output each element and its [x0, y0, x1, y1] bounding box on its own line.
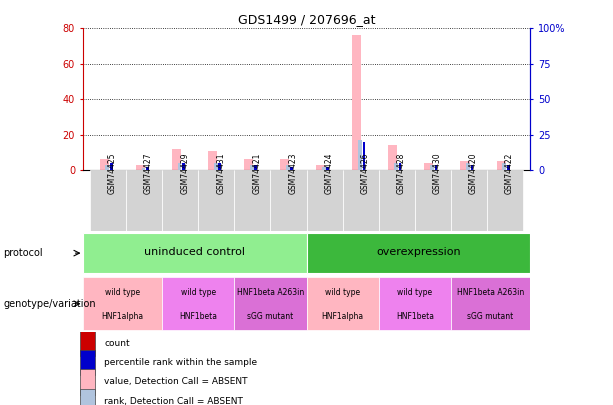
Bar — [358, 140, 362, 170]
Text: GSM74425: GSM74425 — [108, 152, 117, 194]
Text: HNF1beta: HNF1beta — [179, 312, 217, 321]
Text: rank, Detection Call = ABSENT: rank, Detection Call = ABSENT — [104, 397, 243, 405]
Bar — [162, 170, 198, 231]
Bar — [99, 160, 109, 170]
Bar — [110, 163, 113, 170]
Bar — [178, 163, 181, 170]
Bar — [90, 170, 126, 231]
Bar — [352, 35, 361, 170]
Bar — [198, 170, 234, 231]
Text: GSM74430: GSM74430 — [433, 152, 442, 194]
Bar — [394, 163, 398, 170]
Text: HNF1beta A263in: HNF1beta A263in — [237, 288, 304, 297]
Bar — [430, 165, 434, 170]
Bar — [214, 163, 218, 170]
Text: GSM74429: GSM74429 — [180, 152, 189, 194]
Bar — [497, 161, 506, 170]
Text: HNF1beta: HNF1beta — [396, 312, 434, 321]
Bar — [80, 369, 95, 394]
Bar — [306, 277, 379, 330]
Bar — [466, 163, 470, 170]
Bar — [80, 330, 95, 356]
Text: GSM74423: GSM74423 — [289, 152, 297, 194]
Text: count: count — [104, 339, 130, 347]
Bar — [80, 350, 95, 375]
Text: sGG mutant: sGG mutant — [247, 312, 294, 321]
Bar — [388, 145, 397, 170]
Text: wild type: wild type — [105, 288, 140, 297]
Bar — [471, 165, 473, 170]
Bar — [234, 170, 270, 231]
Bar — [142, 168, 145, 170]
Bar — [306, 233, 530, 273]
Text: GSM74422: GSM74422 — [505, 152, 514, 194]
Bar — [162, 277, 234, 330]
Bar — [218, 163, 221, 170]
Bar — [208, 151, 217, 170]
Bar — [83, 277, 162, 330]
Bar — [172, 149, 181, 170]
Text: percentile rank within the sample: percentile rank within the sample — [104, 358, 257, 367]
Bar — [306, 170, 343, 231]
Text: overexpression: overexpression — [376, 247, 461, 257]
Bar — [182, 163, 185, 170]
Bar — [503, 163, 506, 170]
Text: GSM74424: GSM74424 — [324, 152, 333, 194]
Bar — [435, 165, 437, 170]
Text: HNF1alpha: HNF1alpha — [101, 312, 143, 321]
Bar — [254, 165, 257, 170]
Bar — [424, 163, 433, 170]
Bar — [379, 170, 415, 231]
Text: GSM74420: GSM74420 — [469, 152, 478, 194]
Bar — [270, 170, 306, 231]
Bar — [135, 165, 145, 170]
Bar — [316, 165, 325, 170]
Text: genotype/variation: genotype/variation — [3, 299, 96, 309]
Text: GSM74431: GSM74431 — [216, 152, 226, 194]
Text: wild type: wild type — [397, 288, 432, 297]
Bar — [105, 165, 109, 170]
Bar — [322, 166, 326, 170]
Text: GSM74428: GSM74428 — [397, 152, 406, 194]
Bar — [379, 277, 451, 330]
Bar — [244, 160, 253, 170]
Title: GDS1499 / 207696_at: GDS1499 / 207696_at — [238, 13, 375, 26]
Text: GSM74421: GSM74421 — [253, 152, 261, 194]
Text: HNF1beta A263in: HNF1beta A263in — [457, 288, 524, 297]
Bar — [327, 166, 329, 170]
Bar — [80, 389, 95, 405]
Bar — [507, 165, 509, 170]
Bar — [83, 233, 306, 273]
Bar — [460, 161, 470, 170]
Text: value, Detection Call = ABSENT: value, Detection Call = ABSENT — [104, 377, 248, 386]
Bar — [126, 170, 162, 231]
Bar — [234, 277, 306, 330]
Text: HNF1alpha: HNF1alpha — [322, 312, 364, 321]
Text: uninduced control: uninduced control — [144, 247, 245, 257]
Bar — [249, 165, 254, 170]
Bar — [415, 170, 451, 231]
Bar — [362, 142, 365, 170]
Bar — [291, 166, 293, 170]
Text: wild type: wild type — [325, 288, 360, 297]
Text: sGG mutant: sGG mutant — [468, 312, 514, 321]
Text: GSM74427: GSM74427 — [144, 152, 153, 194]
Bar — [280, 160, 289, 170]
Bar — [451, 277, 530, 330]
Bar — [286, 165, 290, 170]
Text: protocol: protocol — [3, 248, 43, 258]
Bar — [451, 170, 487, 231]
Bar — [343, 170, 379, 231]
Bar — [398, 163, 402, 170]
Text: wild type: wild type — [181, 288, 216, 297]
Text: GSM74426: GSM74426 — [360, 152, 370, 194]
Bar — [487, 170, 523, 231]
Bar — [146, 166, 148, 170]
